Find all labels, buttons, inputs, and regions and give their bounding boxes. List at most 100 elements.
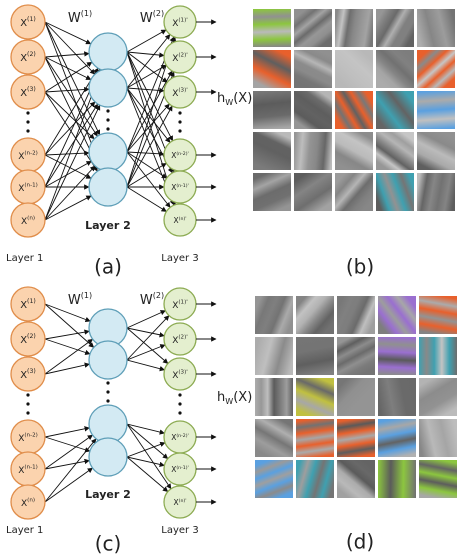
connection (127, 345, 165, 360)
hidden-node (89, 341, 127, 379)
image-patch (294, 173, 332, 211)
image-patch (296, 378, 334, 416)
output-label-sup: (n-1)' (176, 465, 188, 471)
ellipsis-dot (26, 393, 29, 396)
image-patch (419, 337, 457, 375)
image-patch (376, 132, 414, 170)
output-label-sup: (3)' (178, 87, 187, 93)
output-label-sup: (2)' (178, 52, 187, 58)
input-label-sup: (3) (27, 86, 36, 93)
image-patch (294, 132, 332, 170)
connection (127, 163, 166, 187)
weight-label-base: W (68, 11, 81, 26)
panel-label: (c) (95, 532, 122, 554)
layer-label: Layer 2 (85, 488, 131, 501)
weight-label-sup: (1) (81, 9, 92, 18)
image-patch (253, 91, 291, 129)
input-label-sup: (n-1) (24, 464, 37, 470)
image-patch (417, 9, 455, 47)
hidden-node (89, 438, 127, 476)
image-patch (337, 296, 375, 334)
layer-label: Layer 3 (161, 253, 198, 264)
ellipsis-dot (106, 109, 109, 112)
image-patch (296, 296, 334, 334)
panel-label: (b) (346, 255, 374, 279)
output-label-sup: (1)' (178, 299, 187, 305)
ellipsis-dot (178, 120, 181, 123)
output-label-sup: (n)' (179, 216, 187, 222)
ellipsis-dot (26, 120, 29, 123)
image-patch (417, 132, 455, 170)
output-function-rest: (X) (233, 390, 252, 405)
hidden-node (89, 168, 127, 206)
input-label-sup: (n-1) (24, 182, 37, 188)
ellipsis-dot (106, 118, 109, 121)
input-label-sup: (n-2) (24, 150, 37, 156)
output-function-rest: (X) (233, 91, 252, 106)
image-patch (378, 460, 416, 498)
weight-label: W(2) (140, 291, 164, 308)
image-patch (255, 460, 293, 498)
output-label-sup: (2)' (178, 334, 187, 340)
image-patch (376, 91, 414, 129)
image-patch (419, 296, 457, 334)
connection (45, 57, 91, 80)
figure: X(1)X(2)X(3)X(n-2)X(n-1)X(n)X(1)'X(2)'X(… (0, 0, 460, 554)
image-patch (417, 91, 455, 129)
image-patch (417, 173, 455, 211)
image-patch (294, 50, 332, 88)
connection (45, 196, 91, 220)
weight-label-base: W (68, 293, 81, 308)
image-patch (253, 50, 291, 88)
image-patch (376, 9, 414, 47)
connection (127, 152, 167, 178)
output-function: hW(X) (217, 91, 252, 107)
layer-label: Layer 1 (6, 525, 43, 536)
layer-label: Layer 3 (161, 525, 198, 536)
image-patch (255, 296, 293, 334)
output-function-sub: W (225, 396, 233, 405)
image-patch (419, 419, 457, 457)
hidden-node (89, 133, 127, 171)
panel-label: (a) (94, 255, 122, 279)
output-label-sup: (3)' (178, 369, 187, 375)
connection (45, 166, 95, 220)
output-function-base: h (217, 390, 225, 405)
image-patch (417, 50, 455, 88)
ellipsis-dot (26, 111, 29, 114)
ellipsis-dot (178, 411, 181, 414)
output-function: hW(X) (217, 390, 252, 406)
ellipsis-dot (178, 111, 181, 114)
hidden-node (89, 69, 127, 107)
image-patch (335, 173, 373, 211)
connection (127, 443, 165, 457)
input-label-sup: (n-2) (24, 432, 37, 438)
output-label-sup: (1)' (178, 17, 187, 23)
image-patch (378, 337, 416, 375)
output-label-sup: (n-2)' (176, 151, 188, 157)
input-label-sup: (1) (27, 298, 36, 305)
image-patch (376, 173, 414, 211)
image-patch (337, 337, 375, 375)
connection (45, 161, 91, 187)
ellipsis-dot (178, 402, 181, 405)
image-patch (335, 9, 373, 47)
connection (127, 52, 164, 55)
connection (45, 437, 90, 451)
weight-label-sup: (2) (153, 9, 164, 18)
input-label-sup: (3) (27, 368, 36, 375)
ellipsis-dot (106, 390, 109, 393)
image-patch (376, 50, 414, 88)
ellipsis-dot (106, 127, 109, 130)
connection (45, 54, 89, 57)
image-patch (294, 91, 332, 129)
image-patch (419, 460, 457, 498)
weight-label-sup: (1) (81, 291, 92, 300)
weight-label-sup: (2) (153, 291, 164, 300)
image-patch (253, 173, 291, 211)
output-label-sup: (n-2)' (176, 433, 188, 439)
image-patch (335, 50, 373, 88)
image-patch (253, 132, 291, 170)
output-function-base: h (217, 91, 225, 106)
ellipsis-dot (26, 129, 29, 132)
